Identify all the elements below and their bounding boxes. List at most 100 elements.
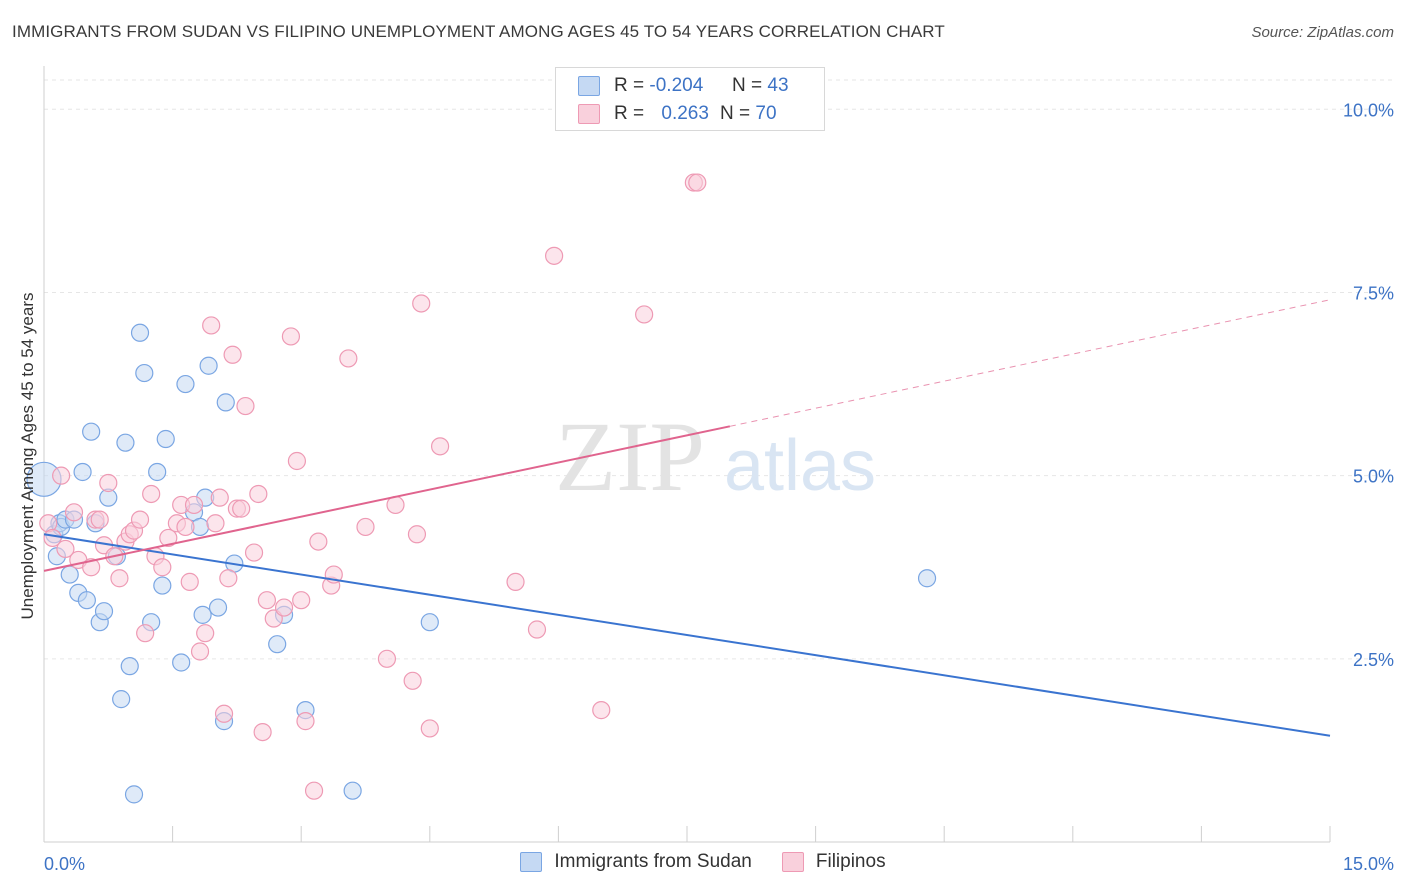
axes — [43, 66, 1331, 843]
trend-line-filipinos-extrapolated — [729, 299, 1331, 427]
legend-n-value: 70 — [755, 103, 777, 124]
y-tick-label: 2.5% — [1353, 650, 1394, 670]
chart-title: IMMIGRANTS FROM SUDAN VS FILIPINO UNEMPL… — [12, 22, 945, 41]
point-filipinos — [292, 591, 311, 610]
point-filipinos — [184, 495, 204, 515]
x-tick-label: 15.0% — [1343, 854, 1394, 874]
point-filipinos — [527, 620, 547, 639]
point-filipinos — [56, 539, 75, 559]
legend-r-label: R = — [614, 103, 645, 124]
point-filipinos — [130, 510, 150, 529]
legend-label-sudan: Immigrants from Sudan — [554, 851, 752, 872]
point-sudan — [148, 462, 167, 482]
trend-lines — [43, 299, 1331, 737]
point-filipinos — [287, 451, 307, 471]
point-filipinos — [206, 514, 225, 533]
legend-n-label: N = — [732, 75, 763, 96]
point-sudan — [94, 602, 114, 621]
legend-r-value: -0.204 — [649, 75, 704, 96]
point-filipinos — [176, 517, 195, 537]
point-filipinos — [159, 528, 178, 548]
point-sudan — [77, 591, 96, 610]
point-filipinos — [136, 624, 155, 643]
point-filipinos — [202, 316, 221, 335]
legend-swatch-filipinos — [781, 852, 804, 872]
point-filipinos — [249, 484, 268, 504]
point-filipinos — [142, 484, 161, 504]
point-filipinos — [219, 569, 238, 588]
legend-item-sudan[interactable]: Immigrants from Sudan — [520, 851, 752, 873]
point-sudan — [116, 433, 135, 452]
point-sudan — [420, 613, 439, 632]
point-filipinos — [210, 488, 229, 507]
point-filipinos — [339, 349, 358, 368]
tick-labels: 2.5% 5.0% 7.5% 10.0% 0.0% 15.0% — [44, 100, 1394, 874]
point-filipinos — [377, 649, 397, 668]
point-sudan — [130, 323, 150, 342]
point-filipinos — [407, 525, 427, 544]
point-filipinos — [244, 543, 264, 562]
legend-item-filipinos[interactable]: Filipinos — [781, 851, 886, 873]
point-filipinos — [430, 437, 450, 456]
point-filipinos — [190, 642, 210, 661]
point-filipinos — [257, 591, 277, 610]
point-sudan — [156, 429, 175, 449]
point-sudan — [268, 635, 287, 654]
point-sudan — [82, 422, 101, 441]
point-filipinos — [99, 473, 118, 493]
point-filipinos — [309, 532, 328, 551]
point-filipinos — [412, 294, 431, 313]
legend-swatch-sudan — [578, 76, 600, 96]
legend-r-label: R = — [614, 75, 645, 96]
point-filipinos — [296, 712, 315, 731]
source-label: Source: ZipAtlas.com — [1251, 24, 1394, 41]
watermark-atlas: atlas — [724, 426, 876, 506]
grid-lines — [44, 79, 1392, 660]
point-sudan — [172, 653, 191, 672]
point-filipinos — [356, 517, 375, 537]
point-sudan — [208, 598, 228, 617]
legend-row-filipinos: R = 0.263 N = 70 — [578, 101, 777, 127]
y-tick-label: 10.0% — [1343, 100, 1394, 120]
point-sudan — [216, 393, 235, 412]
watermark-zip: ZIP — [555, 401, 705, 512]
legend-swatch-filipinos — [578, 104, 600, 124]
x-tick-label: 0.0% — [44, 854, 85, 874]
point-filipinos — [403, 671, 422, 690]
point-sudan — [135, 363, 154, 383]
point-filipinos — [236, 396, 255, 416]
point-sudan — [153, 576, 172, 595]
trend-line-filipinos — [43, 425, 731, 572]
point-filipinos — [64, 503, 84, 522]
point-sudan — [176, 374, 195, 394]
point-sudan — [120, 657, 139, 676]
point-sudan — [193, 605, 212, 624]
point-filipinos — [52, 466, 71, 485]
legend-n-label: N = — [720, 103, 751, 124]
y-axis-label: Unemployment Among Ages 45 to 54 years — [18, 292, 37, 620]
point-filipinos — [688, 173, 707, 192]
point-filipinos — [90, 510, 109, 529]
point-filipinos — [153, 558, 172, 577]
trend-line-sudan — [43, 533, 1331, 737]
data-points — [26, 173, 937, 804]
point-filipinos — [232, 499, 251, 518]
point-sudan — [343, 781, 362, 800]
point-filipinos — [214, 704, 234, 723]
series-legend: Immigrants from Sudan Filipinos — [0, 851, 1406, 873]
point-filipinos — [82, 558, 101, 577]
point-filipinos — [196, 624, 215, 643]
point-filipinos — [420, 719, 439, 738]
point-filipinos — [253, 722, 272, 742]
point-filipinos — [274, 598, 294, 617]
point-filipinos — [635, 305, 654, 324]
point-filipinos — [223, 345, 242, 364]
legend-row-sudan: R = -0.204 N = 43 — [578, 73, 789, 99]
legend-r-value: 0.263 — [661, 103, 709, 124]
legend-label-filipinos: Filipinos — [815, 851, 886, 872]
point-filipinos — [304, 781, 324, 800]
y-tick-label: 5.0% — [1353, 467, 1394, 487]
point-filipinos — [110, 569, 129, 588]
point-sudan — [112, 690, 131, 709]
